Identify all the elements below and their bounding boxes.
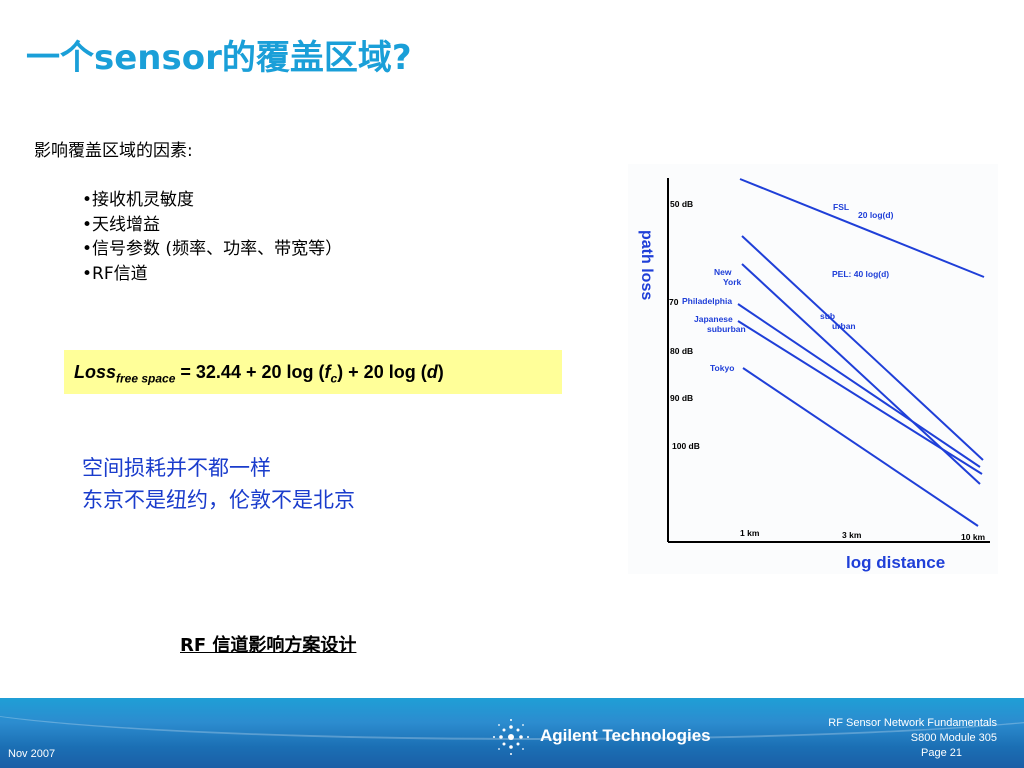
series-label-tokyo: Tokyo (710, 363, 734, 373)
slide-title: 一个sensor的覆盖区域? (26, 38, 412, 78)
series-label-fsl: FSL (833, 202, 849, 212)
y-tick-label: 90 dB (670, 393, 693, 403)
intro-text: 影响覆盖区域的因素: (34, 141, 193, 161)
x-tick-label: 1 km (740, 528, 760, 538)
formula-loss-sub: free space (116, 371, 176, 386)
list-item: •接收机灵敏度 (82, 190, 195, 210)
rf-channel-design-link[interactable]: RF 信道影响方案设计 (180, 635, 357, 656)
series-line-fsl (739, 178, 985, 278)
formula-loss: Loss (74, 362, 117, 382)
x-axis-title: log distance (846, 553, 945, 572)
formula-d: d (426, 362, 438, 382)
agilent-spark-icon (493, 719, 529, 755)
series-line-pel (741, 235, 984, 461)
factor-list: •接收机灵敏度 •天线增益 •信号参数 (频率、功率、带宽等） •RF信道 (82, 188, 342, 286)
series-label-suburban: urban (832, 321, 856, 331)
footer-date: Nov 2007 (8, 748, 56, 760)
series-label-philadelphia: Philadelphia (682, 296, 732, 306)
list-item: •天线增益 (82, 214, 161, 235)
formula-part1: = 32.44 + 20 log ( (175, 362, 325, 382)
x-tick-label: 10 km (961, 532, 986, 542)
series-line-tokyo (742, 367, 979, 527)
note-line: 空间损耗并不都一样 (82, 456, 271, 480)
footer-module: S800 Module 305 (910, 732, 997, 744)
series-label-japanese: Japanese (694, 314, 733, 324)
list-item: •RF信道 (82, 263, 148, 284)
formula-f-sub: c (330, 371, 338, 386)
company-logo-text: Agilent Technologies (540, 726, 711, 745)
series-line-japanese-suburban (737, 320, 983, 475)
series-label-new-york: York (723, 277, 742, 287)
formula-f: f (324, 362, 331, 382)
formula-part2: ) + 20 log ( (337, 362, 427, 382)
list-item: •信号参数 (频率、功率、带宽等） (82, 239, 343, 259)
footer-bar: Agilent Technologies Nov 2007 RF Sensor … (0, 698, 1024, 768)
blue-note: 空间损耗并不都一样 东京不是纽约，伦敦不是北京 (82, 452, 355, 516)
y-tick-label: 50 dB (670, 199, 693, 209)
formula-part3: ) (437, 362, 444, 382)
series-label-new-york: New (714, 267, 732, 277)
y-tick-label: 80 dB (670, 346, 693, 356)
footer-course: RF Sensor Network Fundamentals (828, 717, 997, 729)
series-label-japanese: suburban (707, 324, 746, 334)
path-loss-chart: 50 dB 70 80 dB 90 dB 100 dB 1 km 3 km 10… (628, 164, 998, 574)
series-label-suburban: sub (820, 311, 835, 321)
y-tick-label: 100 dB (672, 441, 700, 451)
series-line-philadelphia (737, 303, 981, 468)
series-label-pel: PEL: 40 log(d) (832, 269, 889, 279)
y-axis-title: path loss (638, 230, 655, 300)
note-line: 东京不是纽约，伦敦不是北京 (82, 488, 355, 512)
footer-page: Page 21 (921, 747, 962, 759)
series-label-fsl-formula: 20 log(d) (858, 210, 894, 220)
x-tick-label: 3 km (842, 530, 862, 540)
free-space-loss-formula: Lossfree space = 32.44 + 20 log (fc) + 2… (64, 350, 562, 394)
y-tick-label: 70 (669, 297, 679, 307)
